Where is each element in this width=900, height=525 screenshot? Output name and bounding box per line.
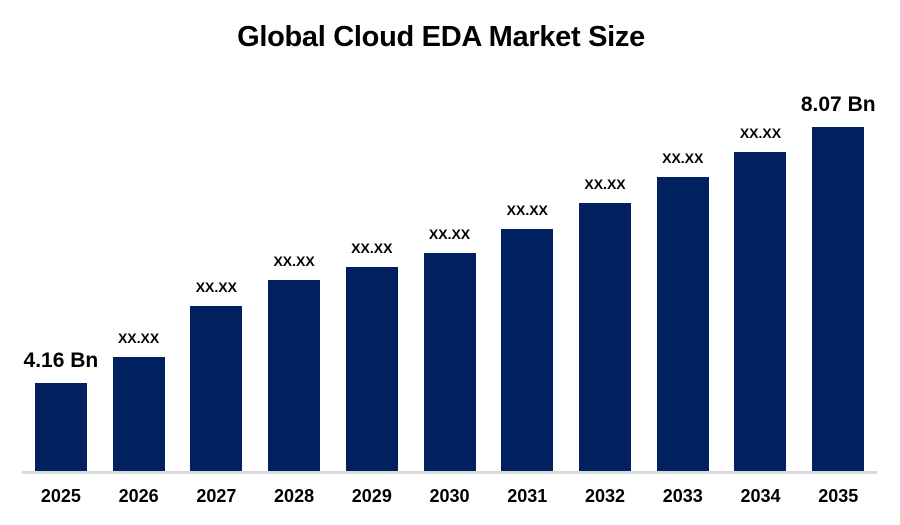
bar-2030	[423, 253, 476, 471]
bar-2029	[345, 267, 398, 471]
bar-value-label: XX.XX	[506, 202, 548, 218]
bar-group: XX.XX	[255, 0, 333, 471]
x-axis-label: 2028	[274, 486, 315, 506]
bar-2028	[268, 280, 321, 471]
bar-group: XX.XX	[644, 0, 722, 471]
bar-value-label: XX.XX	[584, 176, 626, 192]
x-axis-label: 2034	[740, 486, 781, 506]
bar-group: XX.XX	[411, 0, 489, 471]
bar-2034	[734, 152, 787, 471]
bar-group: XX.XX	[100, 0, 178, 471]
x-axis-label: 2030	[429, 486, 470, 506]
bar-2035	[812, 127, 865, 471]
bar-group: XX.XX	[333, 0, 411, 471]
bar-value-label: 8.07 Bn	[800, 93, 876, 116]
bar-value-label: 4.16 Bn	[23, 349, 99, 372]
bar-group: XX.XX	[177, 0, 255, 471]
bar-value-label: XX.XX	[428, 226, 471, 242]
x-axis-label: 2029	[351, 486, 392, 506]
x-axis-label: 2033	[662, 486, 703, 506]
x-axis-label: 2026	[118, 486, 159, 506]
x-axis-label: 2035	[818, 486, 859, 506]
x-axis-label: 2032	[584, 486, 626, 506]
bar-group: XX.XX	[722, 0, 800, 471]
bar-value-label: XX.XX	[662, 150, 704, 166]
bar-2031	[501, 229, 554, 471]
bar-2033	[656, 177, 709, 471]
x-axis-label: 2027	[196, 486, 237, 506]
x-axis-line	[22, 471, 877, 474]
x-axis-label: 2025	[40, 486, 81, 506]
bar-group: XX.XX	[566, 0, 644, 471]
bars-row: 4.16 Bn XX.XX XX.XX XX.XX XX.XX XX.XX XX.XX XX.…	[22, 0, 877, 471]
bar-2026	[112, 357, 165, 471]
bar-2032	[579, 203, 631, 471]
x-axis-labels: 2025 2026 2027 2028 2029 2030 2031 2032 2033 2034…	[22, 486, 877, 508]
bar-value-label: XX.XX	[117, 330, 160, 346]
bar-group: 8.07 Bn	[799, 0, 877, 471]
chart-title: Global Cloud EDA Market Size	[237, 21, 645, 53]
bar-group: XX.XX	[488, 0, 566, 471]
bar-value-label: XX.XX	[351, 240, 393, 256]
bar-value-label: XX.XX	[739, 125, 782, 141]
bar-2027	[190, 306, 243, 471]
bar-value-label: XX.XX	[273, 253, 315, 269]
bar-2025	[34, 383, 87, 471]
bar-value-label: XX.XX	[195, 279, 237, 295]
x-axis-label: 2031	[507, 486, 548, 506]
bar-group: 4.16 Bn	[22, 0, 100, 471]
